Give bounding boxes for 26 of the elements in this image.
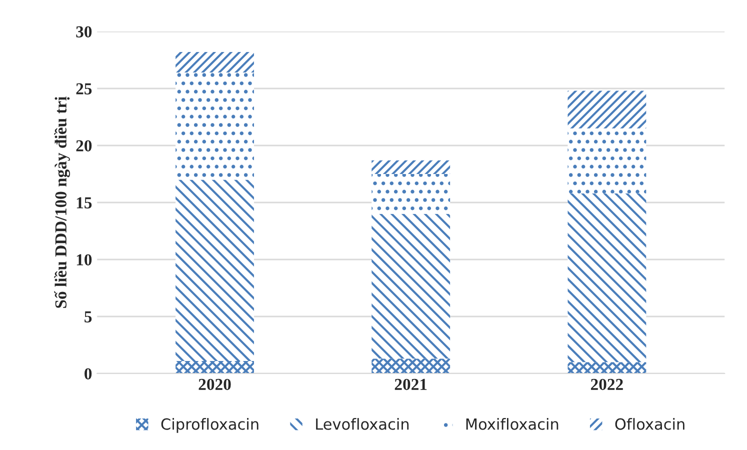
bar	[372, 214, 450, 359]
x-tick-label: 2022	[590, 378, 623, 390]
bar	[372, 160, 450, 174]
legend-label: Levofloxacin	[316, 418, 409, 430]
bar	[176, 72, 254, 180]
bar	[176, 180, 254, 361]
y-tick-label: 20	[76, 140, 92, 152]
y-tick-label: 5	[84, 311, 92, 322]
y-axis-title: Số liều DDD/100 ngày điều trị	[54, 96, 70, 308]
bar	[372, 174, 450, 214]
y-tick-label: 10	[76, 254, 92, 266]
legend-label: Ciprofloxacin	[161, 418, 258, 433]
bar	[568, 193, 646, 362]
x-tick-label: 2020	[198, 378, 231, 390]
y-tick-label: 0	[84, 368, 92, 380]
bar	[372, 358, 450, 374]
x-tick-label: 2021	[394, 378, 427, 390]
bar	[568, 90, 646, 128]
bar	[176, 360, 254, 374]
legend-label: Ofloxacin	[615, 418, 684, 430]
bar	[176, 52, 254, 73]
y-tick-label: 25	[76, 83, 92, 94]
y-tick-label: 30	[76, 26, 92, 38]
legend-label: Moxifloxacin	[466, 418, 558, 430]
bar	[568, 362, 646, 374]
y-tick-label: 15	[76, 197, 92, 208]
